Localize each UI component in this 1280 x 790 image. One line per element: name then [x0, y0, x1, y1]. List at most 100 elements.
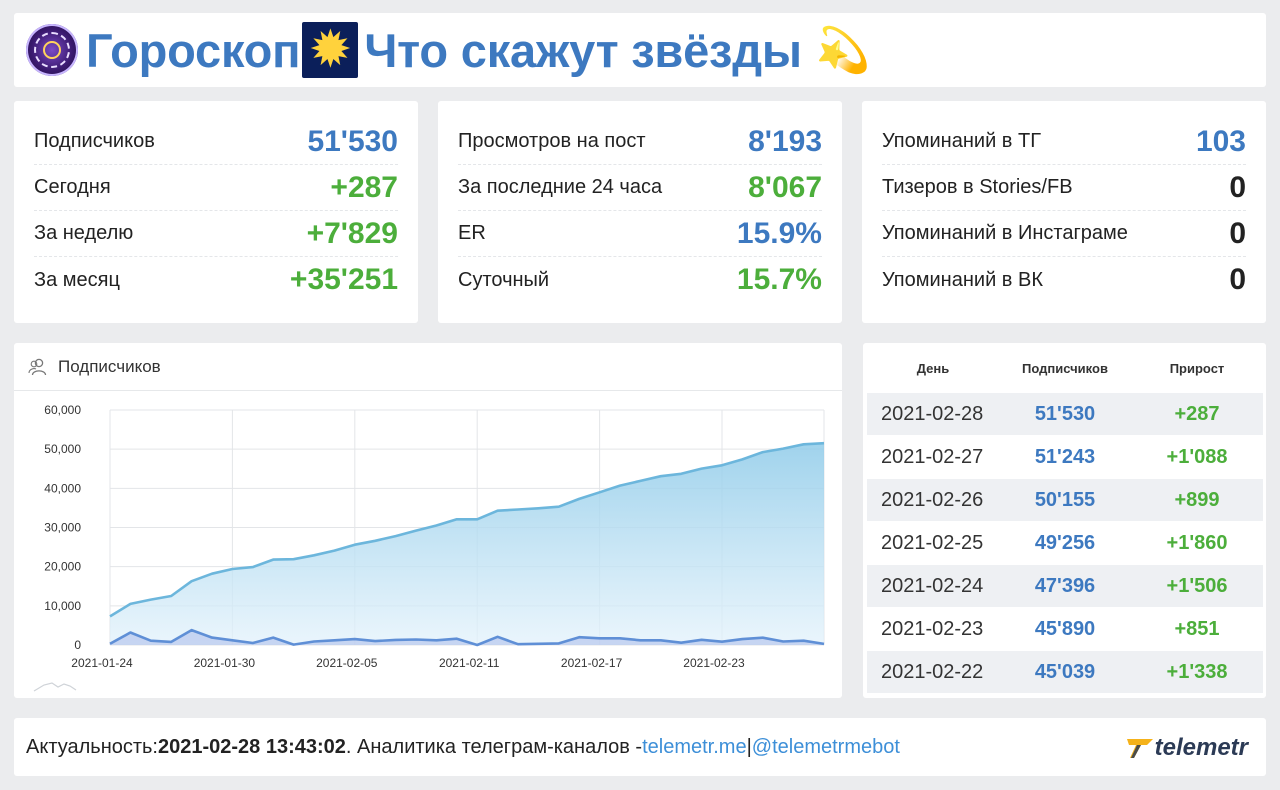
- row-growth: +287: [1174, 402, 1220, 425]
- x-tick-label: 2021-01-24: [71, 656, 133, 670]
- table-row: 2021-02-28 51'530 +287: [867, 393, 1263, 436]
- stat-label: Упоминаний в ВК: [882, 268, 1043, 291]
- row-subscribers: 51'243: [1034, 445, 1096, 468]
- y-tick-label: 20,000: [44, 560, 81, 574]
- table-row: 2021-02-24 47'396 +1'506: [867, 565, 1263, 608]
- subscribers-line: [109, 441, 825, 618]
- stat-value: +7'829: [306, 216, 398, 250]
- daily-growth-table: День Подписчиков Прирост 2021-02-28 51'53…: [863, 343, 1266, 698]
- subscribers-chart[interactable]: 0 10,000 20,000 30,000 40,000 50,000 60,000 202…: [14, 391, 842, 698]
- stat-label: Упоминаний в Инстаграме: [882, 222, 1128, 244]
- stat-row: За месяц +35'251: [34, 257, 398, 303]
- x-tick-label: 2021-02-17: [561, 656, 623, 670]
- stat-label: За неделю: [34, 222, 134, 244]
- x-tick-label: 2021-02-23: [683, 656, 745, 670]
- channel-title: Гороскоп ✹ Что скажут звёзды 💫: [86, 22, 871, 78]
- x-tick-label: 2021-01-30: [194, 656, 256, 670]
- stat-label: Подписчиков: [34, 130, 155, 152]
- subscribers-area: [110, 443, 824, 645]
- stat-label: Суточный: [458, 268, 550, 291]
- stat-value: 0: [1229, 263, 1246, 296]
- stat-row: Просмотров на пост 8'193: [458, 119, 822, 165]
- row-growth: +1'506: [1166, 574, 1228, 597]
- channel-title-text: Гороскоп: [86, 23, 301, 77]
- row-subscribers: 49'256: [1034, 531, 1096, 554]
- stat-row: Подписчиков 51'530: [34, 119, 398, 165]
- channel-title-rest: Что скажут звёзды: [364, 23, 802, 77]
- stat-row: Упоминаний в Инстаграме 0: [882, 211, 1246, 257]
- row-subscribers: 47'396: [1034, 574, 1096, 597]
- stat-row: Упоминаний в ВК 0: [882, 257, 1246, 303]
- column-header-growth[interactable]: Прирост: [1169, 360, 1225, 376]
- footer-timestamp: 2021-02-28 13:43:02: [158, 735, 346, 758]
- sparkler-icon: ✹: [302, 22, 359, 78]
- stat-label: Просмотров на пост: [458, 130, 646, 152]
- table-header: День Подписчиков Прирост: [863, 343, 1266, 393]
- stat-label: За последние 24 часа: [458, 176, 663, 198]
- navigator-sparkline[interactable]: [33, 682, 77, 692]
- row-growth: +899: [1174, 488, 1220, 511]
- row-date: 2021-02-23: [881, 617, 984, 640]
- users-icon: [28, 358, 47, 375]
- column-header-subscribers[interactable]: Подписчиков: [1022, 360, 1108, 376]
- stat-value: 8'193: [748, 124, 822, 158]
- row-subscribers: 51'530: [1034, 402, 1096, 425]
- footer-description: . Аналитика телеграм-каналов -: [345, 735, 643, 758]
- footer: Актуальность: 2021-02-28 13:43:02 . Анал…: [14, 718, 1266, 776]
- views-stats-card: Просмотров на пост 8'193 За последние 24 …: [438, 101, 842, 323]
- stat-value: +35'251: [289, 263, 398, 296]
- row-subscribers: 45'890: [1034, 617, 1096, 640]
- stat-value: +287: [330, 170, 398, 204]
- footer-separator: |: [746, 735, 752, 758]
- table-row: 2021-02-22 45'039 +1'338: [867, 651, 1263, 694]
- row-date: 2021-02-22: [881, 660, 984, 683]
- row-date: 2021-02-24: [881, 574, 984, 597]
- table-row: 2021-02-25 49'256 +1'860: [867, 522, 1263, 565]
- stat-value: 15.9%: [736, 216, 822, 250]
- y-tick-label: 40,000: [44, 481, 81, 495]
- subscribers-stats-card: Подписчиков 51'530 Сегодня +287 За неделю +…: [14, 101, 418, 323]
- stat-row: За неделю +7'829: [34, 211, 398, 257]
- stat-value: 103: [1195, 124, 1246, 158]
- x-tick-label: 2021-02-05: [316, 656, 378, 670]
- row-subscribers: 45'039: [1034, 660, 1096, 683]
- telemetr-bot-link[interactable]: @telemetrmebot: [751, 735, 900, 758]
- telemetr-logo-icon: [1126, 739, 1153, 758]
- table-row: 2021-02-23 45'890 +851: [867, 608, 1263, 651]
- mentions-stats-card: Упоминаний в ТГ 103 Тизеров в Stories/FB 0…: [862, 101, 1266, 323]
- y-tick-label: 0: [74, 638, 81, 652]
- channel-avatar: [26, 24, 78, 76]
- subscribers-chart-card: Подписчиков 0 10,000 20,000 30,000 40,000 50,…: [14, 343, 842, 698]
- chart-title: Подписчиков: [58, 356, 161, 376]
- table-row: 2021-02-26 50'155 +899: [867, 479, 1263, 522]
- stat-row: Тизеров в Stories/FB 0: [882, 165, 1246, 211]
- row-date: 2021-02-26: [881, 488, 984, 511]
- row-growth: +1'860: [1166, 531, 1228, 554]
- stat-value: 15.7%: [736, 263, 822, 296]
- telemetr-brand-text: telemetr: [1154, 734, 1248, 761]
- y-tick-label: 10,000: [44, 599, 81, 613]
- stat-label: Тизеров в Stories/FB: [882, 176, 1073, 198]
- stat-label: Упоминаний в ТГ: [882, 130, 1042, 152]
- stat-value: 8'067: [748, 170, 822, 204]
- stat-row: Упоминаний в ТГ 103: [882, 119, 1246, 165]
- row-growth: +851: [1174, 617, 1220, 640]
- stat-row: Сегодня +287: [34, 165, 398, 211]
- growth-line: [109, 628, 825, 647]
- y-tick-label: 60,000: [44, 403, 81, 417]
- stat-row: ER 15.9%: [458, 211, 822, 257]
- y-tick-label: 30,000: [44, 521, 81, 535]
- column-header-day[interactable]: День: [916, 360, 950, 376]
- telemetr-site-link[interactable]: telemetr.me: [642, 735, 747, 758]
- row-date: 2021-02-28: [881, 402, 984, 425]
- stat-row: Суточный 15.7%: [458, 257, 822, 303]
- stat-label: ER: [458, 222, 486, 244]
- stat-label: Сегодня: [34, 176, 111, 198]
- telemetr-logo[interactable]: telemetr: [1125, 734, 1248, 762]
- row-subscribers: 50'155: [1034, 488, 1096, 511]
- table-row: 2021-02-27 51'243 +1'088: [867, 436, 1263, 479]
- footer-prefix: Актуальность:: [26, 735, 158, 758]
- table-body: 2021-02-28 51'530 +287 2021-02-27 51'243 +1'…: [863, 393, 1266, 694]
- row-date: 2021-02-25: [881, 531, 984, 554]
- stat-row: За последние 24 часа 8'067: [458, 165, 822, 211]
